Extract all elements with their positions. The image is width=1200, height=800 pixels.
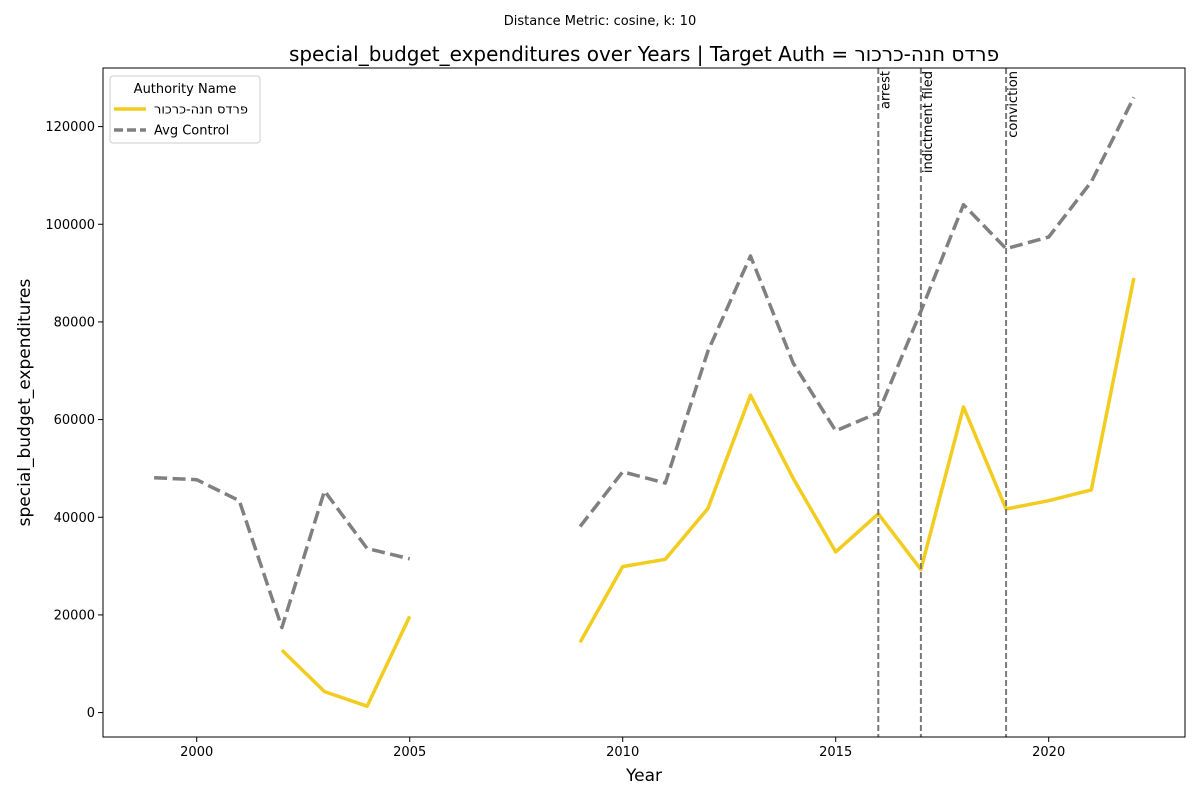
legend-label-1: Avg Control <box>154 124 229 139</box>
series-line-1-segment-0 <box>154 475 411 630</box>
series-line-0-segment-0 <box>280 615 412 708</box>
y-tick-label-5: 100000 <box>45 218 95 233</box>
legend-title: Authority Name <box>134 82 237 97</box>
x-axis-label: Year <box>625 766 662 786</box>
series-line-1-segment-1 <box>578 96 1136 528</box>
y-tick-label-4: 80000 <box>54 315 95 330</box>
y-tick-label-2: 40000 <box>54 511 95 526</box>
x-tick-label-2: 2010 <box>606 745 639 760</box>
x-tick-label-4: 2020 <box>1032 745 1065 760</box>
y-tick-label-3: 60000 <box>54 413 95 428</box>
y-tick-label-6: 120000 <box>45 120 95 135</box>
legend-label-0: פרדס חנה-כרכור <box>154 103 248 118</box>
x-tick-label-0: 2000 <box>180 745 213 760</box>
plot-frame <box>102 67 1186 738</box>
x-tick-label-1: 2005 <box>393 745 426 760</box>
figure-suptitle: Distance Metric: cosine, k: 10 <box>503 14 697 29</box>
annotation-label-1: indictment filed <box>921 71 936 173</box>
x-tick-label-3: 2015 <box>819 745 852 760</box>
series-line-0-segment-1 <box>578 277 1136 644</box>
annotation-label-0: arrest <box>878 71 893 109</box>
legend: Authority Name פרדס חנה-כרכור Avg Control <box>109 75 261 144</box>
y-tick-label-0: 0 <box>87 706 95 721</box>
annotation-label-2: conviction <box>1006 71 1021 138</box>
chart-title: special_budget_expenditures over Years |… <box>289 42 999 66</box>
y-axis-label: special_budget_expenditures <box>15 279 35 527</box>
legend-box <box>109 75 261 144</box>
y-tick-label-1: 20000 <box>54 608 95 623</box>
